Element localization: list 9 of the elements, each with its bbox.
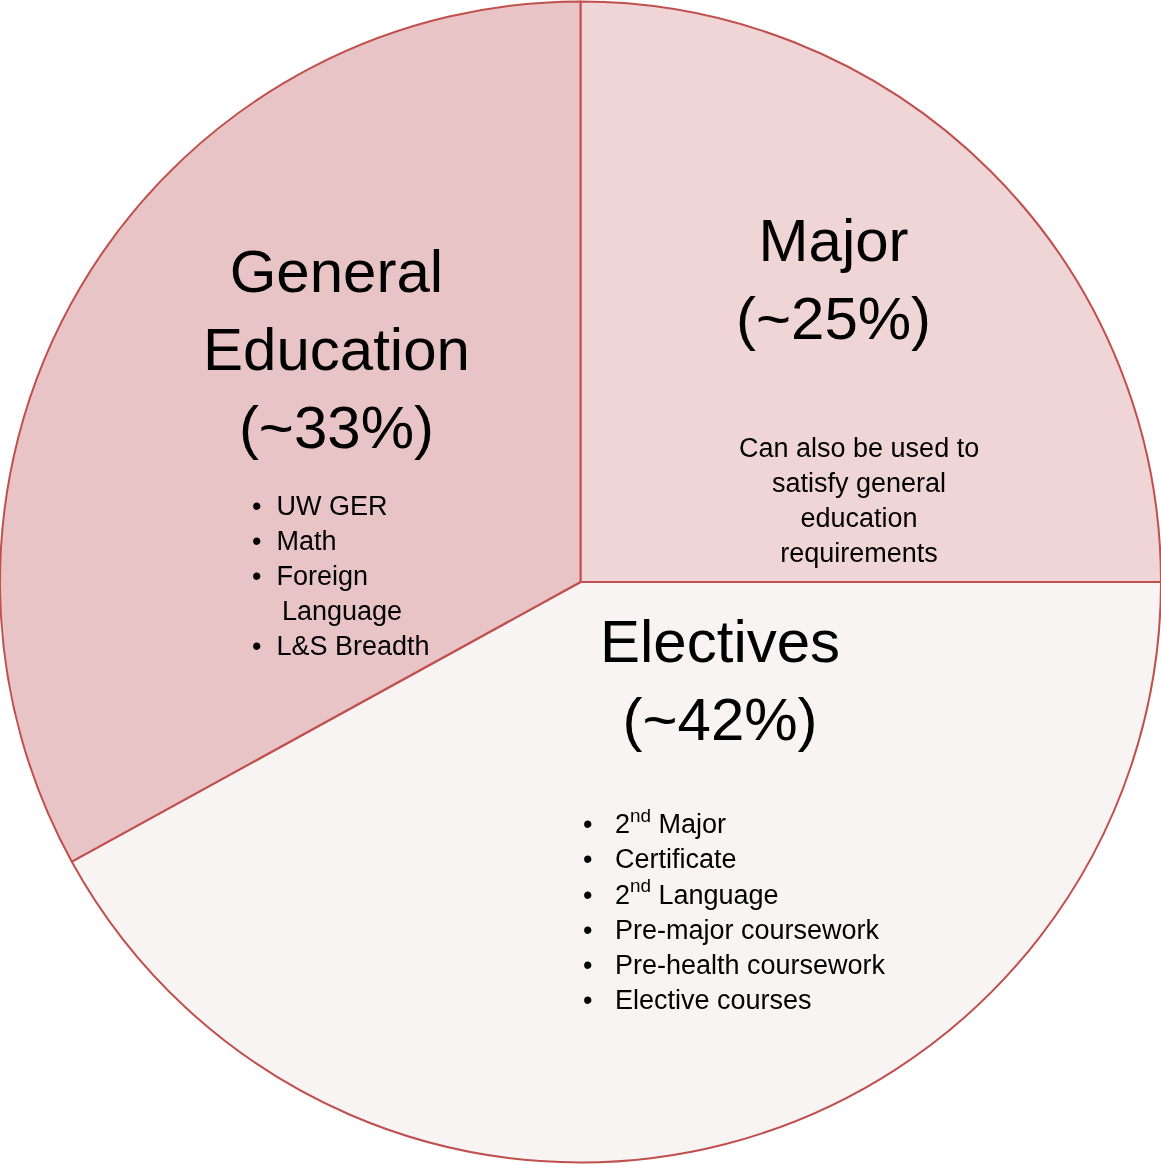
- slice-label: Electives: [600, 608, 841, 675]
- data-label: (~42%): [622, 686, 818, 753]
- slice-label: General Education: [203, 238, 470, 383]
- data-label: (~25%): [736, 285, 932, 352]
- data-label: (~33%): [238, 394, 434, 461]
- text: • 2$^{nd}$ Major • Certificate • 2$^{nd}$ Language • Pre-major coursework • Pre-health coursework • Elective courses: [583, 805, 886, 1015]
- slice-label: Major: [758, 207, 909, 274]
- text: Can also be used to satisfy general education requirements: [739, 433, 980, 569]
- text: • UW GER • Math • Foreign Language • L&S Breadth: [252, 491, 430, 662]
